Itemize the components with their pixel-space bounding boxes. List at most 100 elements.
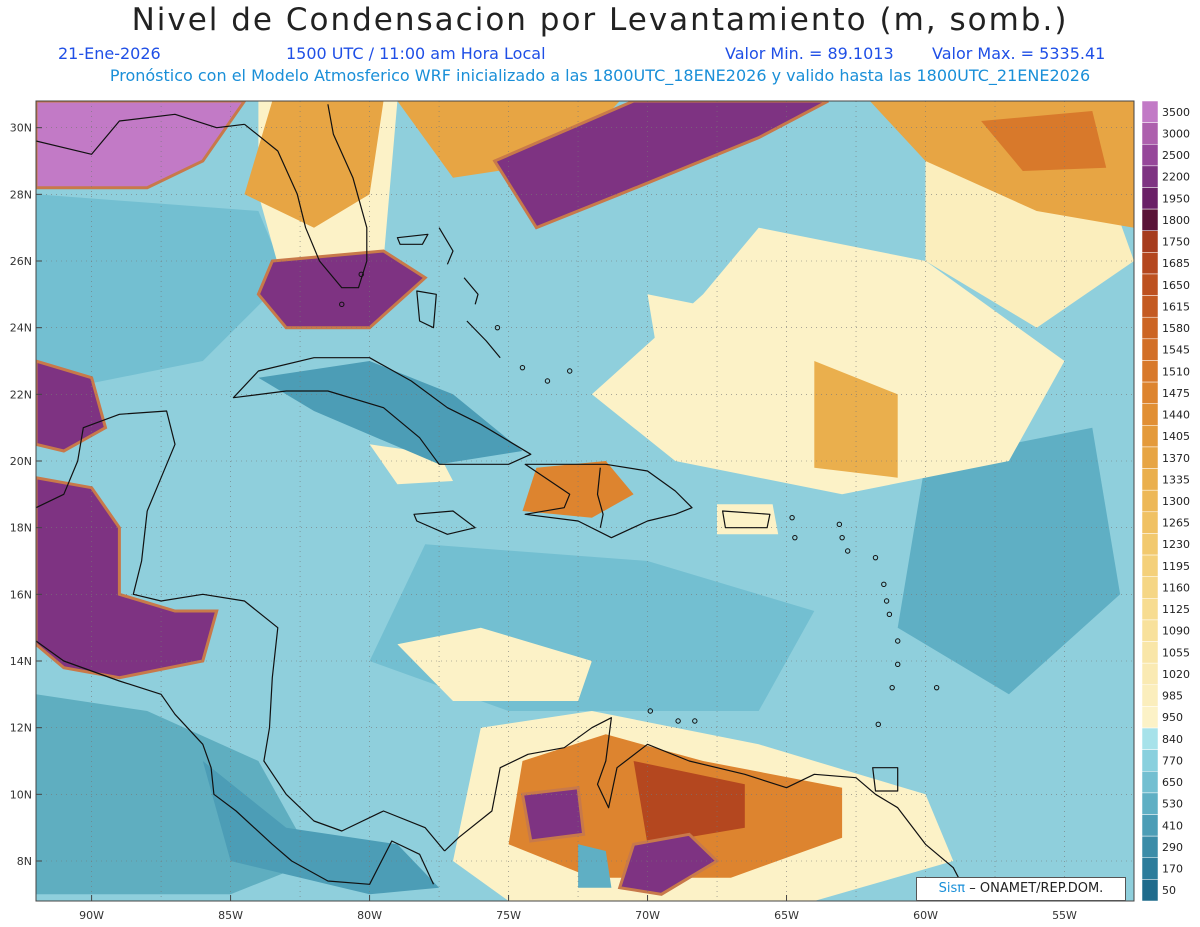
legend-label: 1545: [1162, 344, 1190, 357]
coast-yucatan-coast: [36, 410, 176, 512]
small-island: [872, 554, 879, 561]
lon-label: 90W: [79, 909, 104, 922]
legend-label: 1475: [1162, 387, 1190, 400]
min-value-label: Valor Min. = 89.1013: [725, 44, 894, 63]
lon-label: 80W: [357, 909, 382, 922]
legend-label: 3500: [1162, 106, 1190, 119]
coast-jamaica: [413, 510, 476, 535]
time-label: 1500 UTC / 11:00 am Hora Local: [286, 44, 546, 63]
lat-label: 12N: [10, 722, 32, 735]
legend-label: 1750: [1162, 236, 1190, 249]
legend-label: 2500: [1162, 149, 1190, 162]
small-island: [358, 271, 364, 278]
region-sa-purple-east: [617, 832, 720, 896]
legend-label: 1615: [1162, 300, 1190, 313]
legend-label: 530: [1162, 798, 1183, 811]
lon-label: 55W: [1052, 909, 1077, 922]
lat-label: 26N: [10, 255, 32, 268]
small-island: [647, 708, 654, 714]
legend-label: 170: [1162, 863, 1183, 876]
region-gulf-purple-blob: [256, 249, 428, 330]
legend-swatch: [1141, 641, 1159, 664]
legend-label: 50: [1162, 884, 1176, 897]
legend-label: 1265: [1162, 517, 1190, 530]
coast-puerto-rico: [721, 510, 771, 529]
small-island: [875, 721, 881, 728]
region-gulf-nw-purple: [36, 101, 247, 190]
region-central-cream-bands: [397, 627, 592, 701]
lon-label: 85W: [218, 909, 243, 922]
lat-label: 16N: [10, 588, 32, 601]
legend-swatch: [1141, 425, 1159, 448]
legend-label: 1300: [1162, 495, 1190, 508]
forecast-info: Pronóstico con el Modelo Atmosferico WRF…: [109, 66, 1091, 85]
legend-label: 985: [1162, 690, 1183, 703]
lat-label: 28N: [10, 188, 32, 201]
legend-label: 1020: [1162, 668, 1190, 681]
legend-swatch: [1141, 727, 1159, 750]
legend-label: 840: [1162, 733, 1183, 746]
sispi-logo: Sisπ: [938, 881, 966, 896]
date-label: 21-Ene-2026: [58, 44, 161, 63]
legend-swatch: [1141, 489, 1159, 513]
legend-label: 770: [1162, 754, 1183, 767]
lat-label: 20N: [10, 455, 32, 468]
region-gulf-north-teal: [36, 194, 287, 395]
coast-exuma: [466, 320, 501, 359]
legend-label: 1230: [1162, 538, 1190, 551]
small-island: [792, 534, 798, 541]
coast-andros: [416, 290, 437, 329]
coast-pacific-coast: [36, 640, 435, 885]
small-island: [881, 581, 887, 588]
legend-label: 290: [1162, 841, 1183, 854]
axis-labels: 30N 28N 26N 24N 22N 20N 18N 16N 14N 12N 10N 8N 90W 85…: [10, 122, 1077, 922]
legend-swatch: [1141, 706, 1159, 729]
legend-label: 1370: [1162, 452, 1190, 465]
small-island: [567, 368, 573, 374]
lat-label: 30N: [10, 122, 32, 135]
region-atlantic-orange-mid: [814, 361, 898, 478]
small-island: [339, 301, 345, 308]
legend-swatch: [1141, 749, 1159, 772]
legend-swatch: [1141, 511, 1159, 534]
legend-swatch: [1141, 835, 1159, 859]
legend-swatch: [1141, 316, 1159, 340]
lat-label: 24N: [10, 322, 32, 335]
coastlines: [36, 104, 968, 895]
shading-regions: [36, 101, 1134, 901]
legend-swatch: [1141, 252, 1159, 275]
legend-label: 1160: [1162, 581, 1190, 594]
legend-label: 1950: [1162, 192, 1190, 205]
legend-swatch: [1141, 554, 1159, 577]
region-cuba-teal: [258, 361, 523, 465]
small-island: [895, 638, 901, 644]
legend-swatch: [1141, 576, 1159, 599]
legend-swatch: [1141, 230, 1159, 253]
legend-swatch: [1141, 295, 1159, 318]
coast-eleuthera: [463, 277, 479, 305]
legend-label: 1335: [1162, 473, 1190, 486]
small-island: [933, 684, 940, 691]
legend-label: 2200: [1162, 171, 1190, 184]
small-island: [836, 521, 843, 528]
small-island: [519, 364, 526, 371]
small-island: [844, 548, 851, 554]
region-atlantic-cream: [591, 227, 1065, 495]
small-island: [494, 324, 501, 331]
legend-label: 410: [1162, 819, 1183, 832]
coast-florida-coast: [244, 104, 368, 289]
color-legend: 3500 3000 2500 2200 1950 1800 1750 1685 1650 1615…: [1141, 101, 1190, 901]
legend-swatch: [1141, 857, 1159, 880]
coast-central-america-coast: [132, 510, 446, 852]
coast-hispaniola: [524, 463, 693, 539]
legend-label: 3000: [1162, 127, 1190, 140]
lat-label: 14N: [10, 655, 32, 668]
legend-label: 1055: [1162, 646, 1190, 659]
region-yucatan-purple: [36, 359, 108, 453]
region-atlantic-cream-mid: [647, 294, 759, 378]
coast-grand-bahama: [396, 233, 429, 245]
coast-gulf-north-coast: [36, 113, 245, 155]
region-sa-teal-valley: [578, 844, 612, 888]
legend-label: 1800: [1162, 214, 1190, 227]
small-island: [675, 718, 681, 724]
